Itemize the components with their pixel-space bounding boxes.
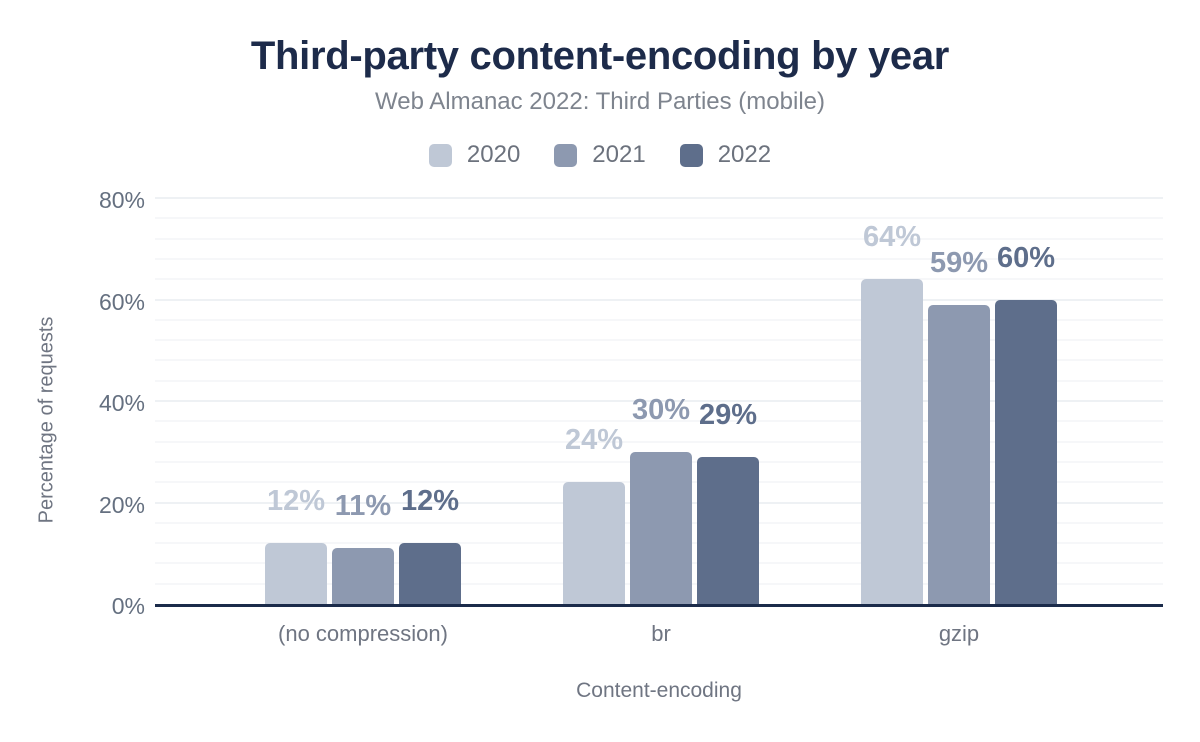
value-label-2021-gzip: 59% (929, 246, 989, 279)
bar-2021-no-compression (332, 548, 394, 604)
gridline-32 (155, 440, 1163, 443)
bar-2022-br (697, 456, 759, 604)
x-axis-title: Content-encoding (576, 679, 742, 702)
legend-label-2020: 2020 (466, 141, 521, 168)
gridline-44 (155, 379, 1163, 382)
value-label-2021-no-compression: 11% (334, 490, 392, 523)
legend-item-2020: 2020 (428, 141, 521, 169)
gridline-60 (155, 298, 1163, 301)
bar-2021-br (630, 451, 692, 604)
bar-2021-gzip (928, 304, 990, 604)
x-axis-baseline (155, 604, 1163, 607)
bar-2022-gzip (995, 299, 1057, 604)
value-label-2022-gzip: 60% (996, 241, 1056, 274)
plot-area: 12% 11% 12% 24% 30% 29% 64% 59% 60% (155, 197, 1163, 604)
y-tick-0: 0% (111, 593, 145, 619)
y-tick-60: 60% (98, 288, 145, 315)
legend-item-2022: 2022 (679, 141, 772, 169)
category-label-gzip: gzip (938, 621, 980, 646)
gridline-76 (155, 217, 1163, 220)
value-label-2020-gzip: 64% (862, 221, 922, 254)
y-tick-80: 80% (98, 187, 145, 213)
legend-label-2021: 2021 (592, 141, 646, 168)
legend-item-2021: 2021 (554, 141, 646, 169)
gridline-56 (155, 318, 1163, 321)
gridline-68 (155, 257, 1163, 260)
legend-swatch-2021 (554, 143, 578, 167)
gridline-36 (155, 420, 1163, 423)
chart-subtitle: Web Almanac 2022: Third Parties (mobile) (375, 88, 825, 115)
value-label-2022-no-compression: 12% (400, 485, 460, 518)
legend: 2020 2021 2022 (0, 141, 1200, 169)
bar-2020-br (563, 482, 625, 604)
value-label-2020-no-compression: 12% (266, 485, 326, 518)
bar-2020-gzip (861, 279, 923, 604)
bar-2020-no-compression (265, 543, 327, 604)
gridline-72 (155, 237, 1163, 240)
value-label-2020-br: 24% (564, 424, 624, 457)
gridline-40 (155, 400, 1163, 402)
gridline-52 (155, 339, 1163, 342)
legend-swatch-2020 (428, 143, 452, 167)
chart-title: Third-party content-encoding by year (250, 34, 950, 78)
y-tick-40: 40% (98, 390, 145, 416)
bar-2022-no-compression (399, 543, 461, 604)
y-tick-20: 20% (98, 491, 145, 518)
value-label-2022-br: 29% (698, 398, 758, 431)
gridline-80 (155, 197, 1163, 199)
legend-label-2022: 2022 (717, 141, 772, 168)
gridline-48 (155, 359, 1163, 362)
category-label-no-compression: (no compression) (278, 621, 448, 646)
value-label-2021-br: 30% (631, 393, 691, 426)
gridline-64 (155, 278, 1163, 281)
legend-swatch-2022 (679, 143, 703, 167)
category-label-br: br (651, 621, 671, 646)
